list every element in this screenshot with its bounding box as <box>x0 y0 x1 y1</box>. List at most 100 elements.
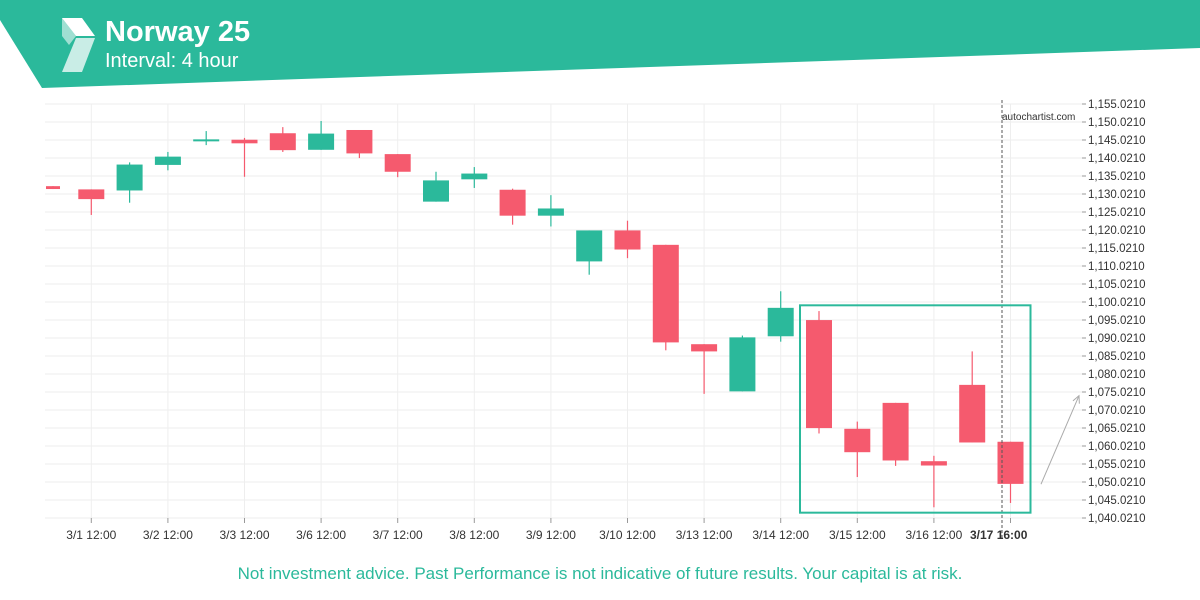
candle-body <box>576 230 603 262</box>
x-tick-label: 3/1 12:00 <box>66 528 116 542</box>
x-tick-label: 3/7 12:00 <box>373 528 423 542</box>
candle-body <box>959 384 986 443</box>
candle-body <box>423 180 449 202</box>
y-tick-label: 1,085.0210 <box>1088 351 1146 363</box>
candle <box>806 311 832 434</box>
page-title: Norway 25 <box>105 16 251 48</box>
candle-body <box>882 402 909 461</box>
x-axis: 3/1 12:00 3/2 12:00 3/3 12:00 3/6 12:00 3/7 … <box>66 518 1028 542</box>
y-tick-label: 1,145.0210 <box>1088 135 1146 147</box>
candle <box>46 186 60 190</box>
y-tick-label: 1,070.0210 <box>1088 405 1146 417</box>
y-tick-label: 1,155.0210 <box>1088 99 1146 111</box>
candle-body <box>384 154 411 172</box>
candle <box>308 120 335 150</box>
x-tick-label: 3/15 12:00 <box>829 528 886 542</box>
candle <box>614 220 641 259</box>
candle-body <box>691 344 718 352</box>
candle <box>959 351 986 443</box>
candle <box>384 154 411 178</box>
pattern-box <box>799 304 1032 514</box>
y-tick-label: 1,110.0210 <box>1088 261 1145 273</box>
candle <box>116 162 143 203</box>
candle <box>729 335 756 392</box>
candle-body <box>231 139 258 144</box>
candle <box>767 291 794 342</box>
candle-body <box>767 307 794 337</box>
candle <box>269 127 296 152</box>
x-tick-label: 3/2 12:00 <box>143 528 193 542</box>
candle-body <box>46 186 60 190</box>
y-tick-label: 1,135.0210 <box>1088 171 1146 183</box>
candle <box>231 137 258 177</box>
candle <box>920 455 947 508</box>
x-tick-label: 3/17 16:00 <box>970 528 1028 542</box>
x-tick-label: 3/13 12:00 <box>676 528 733 542</box>
y-tick-label: 1,150.0210 <box>1088 117 1146 129</box>
candlestick-chart: 1,155.0210 1,150.0210 1,145.0210 1,140.0210… <box>45 99 1146 542</box>
candle <box>576 230 603 275</box>
projection-line <box>1040 395 1080 485</box>
y-tick-label: 1,100.0210 <box>1088 297 1146 309</box>
candle <box>346 129 373 159</box>
candle-body <box>269 133 296 151</box>
header-background <box>0 0 1200 88</box>
watermark-text: autochartist.com <box>1002 112 1075 123</box>
y-tick-label: 1,090.0210 <box>1088 333 1146 345</box>
y-tick-label: 1,080.0210 <box>1088 369 1146 381</box>
autochartist-logo-icon <box>62 18 95 72</box>
y-tick-label: 1,140.0210 <box>1088 153 1146 165</box>
candle-body <box>78 189 105 200</box>
x-tick-label: 3/6 12:00 <box>296 528 346 542</box>
candle <box>691 344 718 394</box>
candle-body <box>844 428 871 453</box>
interval-subtitle: Interval: 4 hour <box>105 50 239 72</box>
candle-body <box>614 230 641 250</box>
candle-body <box>806 320 832 429</box>
y-tick-label: 1,065.0210 <box>1088 423 1146 435</box>
y-tick-label: 1,130.0210 <box>1088 189 1146 201</box>
candle-body <box>116 164 143 191</box>
x-tick-label: 3/10 12:00 <box>599 528 656 542</box>
y-tick-label: 1,045.0210 <box>1088 495 1146 507</box>
x-tick-label: 3/9 12:00 <box>526 528 576 542</box>
candle <box>154 151 181 171</box>
candle-body <box>461 173 488 180</box>
candle <box>537 195 564 227</box>
x-tick-label: 3/14 12:00 <box>752 528 809 542</box>
x-tick-label: 3/3 12:00 <box>219 528 269 542</box>
candle <box>461 167 488 188</box>
candle <box>78 189 105 215</box>
y-tick-label: 1,125.0210 <box>1088 207 1146 219</box>
candle-body <box>499 189 526 216</box>
y-tick-label: 1,075.0210 <box>1088 387 1146 399</box>
disclaimer-text: Not investment advice. Past Performance … <box>237 564 963 583</box>
candle-body <box>193 139 220 142</box>
candle-body <box>308 133 335 150</box>
candle-body <box>729 337 756 392</box>
header-banner: Norway 25 Interval: 4 hour <box>0 0 1200 90</box>
y-tick-label: 1,055.0210 <box>1088 459 1146 471</box>
candle-body <box>652 244 679 343</box>
y-tick-label: 1,115.0210 <box>1088 243 1145 255</box>
candle <box>882 402 909 466</box>
pattern-overlay <box>799 100 1080 538</box>
candle-body <box>920 461 947 466</box>
candle <box>652 244 679 351</box>
x-tick-label: 3/16 12:00 <box>906 528 963 542</box>
candle-body <box>154 156 181 165</box>
candle <box>423 171 449 202</box>
candle-body <box>537 208 564 216</box>
y-tick-label: 1,060.0210 <box>1088 441 1146 453</box>
projection-arrowhead <box>1072 394 1080 404</box>
candle <box>997 441 1024 503</box>
candle-body <box>997 441 1024 484</box>
y-tick-label: 1,095.0210 <box>1088 315 1146 327</box>
candle <box>193 131 220 146</box>
y-tick-label: 1,105.0210 <box>1088 279 1146 291</box>
candles-layer <box>46 120 1024 508</box>
y-axis: 1,155.0210 1,150.0210 1,145.0210 1,140.0210… <box>1082 99 1146 525</box>
candle <box>499 188 526 225</box>
y-tick-label: 1,040.0210 <box>1088 513 1146 525</box>
candle-body <box>346 129 373 154</box>
